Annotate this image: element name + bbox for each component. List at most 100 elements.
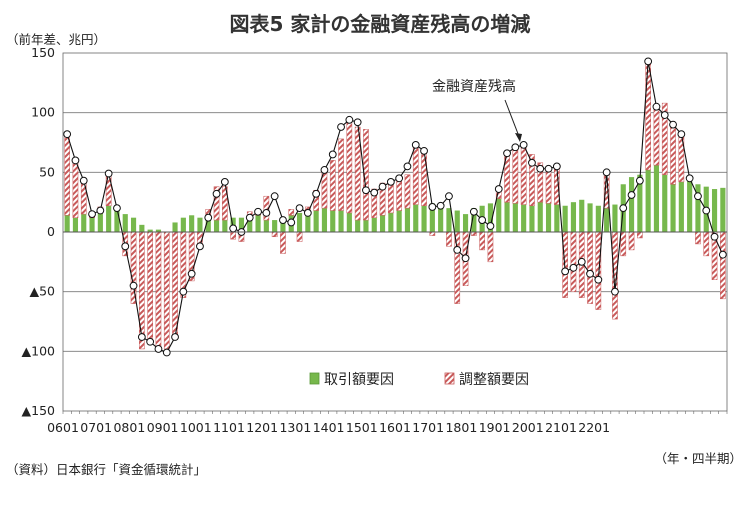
bar-adjustment <box>147 231 153 345</box>
bar-transaction <box>280 217 286 232</box>
legend-label-adjustments: 調整額要因 <box>459 372 529 388</box>
total-assets-point <box>685 174 694 183</box>
total-assets-point <box>245 213 254 222</box>
bar-transaction <box>296 212 303 232</box>
bar-adjustment <box>595 231 602 310</box>
period-note: （年・四半期） <box>654 451 742 466</box>
bar-transaction <box>122 214 128 232</box>
total-assets-point <box>561 267 570 276</box>
bar-transaction <box>687 178 693 232</box>
bar-transaction <box>695 184 701 232</box>
bar-adjustment <box>172 231 178 340</box>
total-assets-point <box>710 232 719 241</box>
bar-transaction <box>587 203 593 232</box>
bar-adjustment <box>296 231 303 242</box>
total-assets-point <box>420 146 428 155</box>
bar-transaction <box>255 215 261 232</box>
total-assets-point <box>669 120 677 129</box>
bar-transaction <box>562 205 568 232</box>
bar-transaction <box>595 205 601 232</box>
bar-adjustment <box>670 124 676 185</box>
total-assets-point <box>137 333 146 341</box>
bar-transaction <box>537 202 543 232</box>
bar-transaction <box>554 204 560 232</box>
bar-adjustment <box>222 186 228 221</box>
total-assets-point <box>362 186 370 195</box>
bar-adjustment <box>396 178 402 211</box>
bar-transaction <box>321 208 328 232</box>
total-assets-point <box>179 287 188 296</box>
total-assets-point <box>536 164 545 173</box>
bar-adjustment <box>213 186 220 221</box>
x-tick-label: 1501 <box>346 420 378 435</box>
bar-transaction <box>404 208 411 232</box>
total-assets-point <box>295 204 304 213</box>
total-assets-point <box>378 182 387 191</box>
total-assets-point <box>370 188 379 197</box>
total-assets-point <box>594 275 603 284</box>
bar-adjustment <box>454 231 461 304</box>
bar-transaction <box>512 203 518 232</box>
bar-transaction <box>263 220 269 232</box>
x-tick-label: 1901 <box>479 420 511 435</box>
bar-adjustment <box>446 231 452 247</box>
bar-transaction <box>180 217 186 232</box>
bar-transaction <box>388 212 394 232</box>
total-assets-point <box>494 185 503 193</box>
bar-adjustment <box>520 144 527 205</box>
bar-adjustment <box>346 121 353 214</box>
bar-transaction <box>711 189 718 232</box>
bar-transaction <box>363 220 369 232</box>
bar-transaction <box>130 217 137 232</box>
bar-adjustment <box>479 231 485 251</box>
total-assets-point <box>395 174 404 183</box>
bar-transaction <box>670 184 676 232</box>
bar-transaction <box>438 205 444 232</box>
total-assets-line <box>66 61 724 354</box>
bar-adjustment <box>545 170 552 204</box>
total-assets-point <box>552 162 561 171</box>
total-assets-point <box>196 242 204 251</box>
bar-adjustment <box>429 231 436 236</box>
annotation-label: 金融資産残高 <box>432 78 516 95</box>
x-tick-label: 2201 <box>578 420 610 435</box>
total-assets-point <box>428 203 437 211</box>
total-assets-point <box>96 206 105 215</box>
bar-transaction <box>413 204 419 232</box>
bar-transaction <box>97 212 103 232</box>
y-tick-label: ▲150 <box>22 403 56 418</box>
bar-transaction <box>147 229 153 232</box>
y-tick-label: 150 <box>31 45 55 60</box>
total-assets-point <box>445 192 453 201</box>
bar-transaction <box>155 229 162 232</box>
bar-adjustment <box>230 231 236 240</box>
total-assets-point <box>436 201 445 210</box>
total-assets-point <box>461 254 470 263</box>
total-assets-point <box>644 57 653 66</box>
total-assets-point <box>312 189 321 198</box>
total-assets-point <box>279 216 287 224</box>
bar-transaction <box>471 208 477 232</box>
bar-adjustment <box>628 231 635 251</box>
annotation-arrowhead <box>515 133 522 142</box>
bar-transaction <box>521 204 527 232</box>
bar-transaction <box>305 210 311 232</box>
bar-transaction <box>106 205 112 232</box>
bar-transaction <box>379 215 386 232</box>
total-assets-point <box>718 250 727 259</box>
total-assets-point <box>212 189 221 198</box>
total-assets-point <box>154 345 163 353</box>
bar-adjustment <box>637 231 643 239</box>
bar-adjustment <box>72 160 79 218</box>
y-tick-label: ▲50 <box>29 284 55 299</box>
bar-adjustment <box>529 154 535 206</box>
x-tick-label: 1801 <box>445 420 477 435</box>
bar-adjustment <box>537 162 544 203</box>
total-assets-point <box>403 162 412 171</box>
total-assets-point <box>702 206 711 215</box>
bar-transaction <box>139 224 145 232</box>
bar-transaction <box>421 205 427 232</box>
annotation-arrow <box>504 99 521 140</box>
bar-transaction <box>330 210 336 232</box>
